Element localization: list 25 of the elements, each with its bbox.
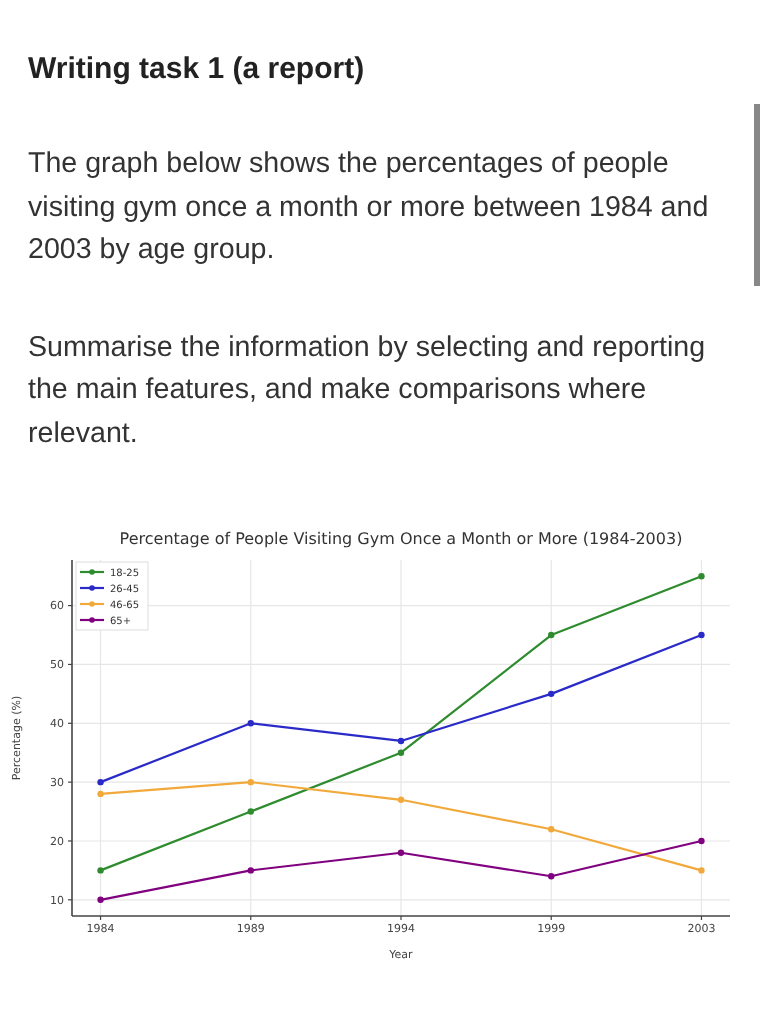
point — [548, 826, 555, 833]
point — [698, 631, 705, 639]
point — [247, 720, 254, 727]
point — [97, 778, 104, 786]
point — [548, 690, 555, 698]
point — [97, 790, 104, 798]
point — [698, 837, 705, 845]
text: The graph below shows the percentages of people visiting gym once a month or more between 1984 and 2003 by age group. — [28, 146, 711, 270]
point — [247, 778, 254, 786]
text: Writing task 1 (a report) — [28, 52, 365, 86]
point — [698, 867, 705, 874]
point — [397, 749, 405, 756]
point — [548, 873, 555, 880]
point — [548, 631, 555, 639]
point — [97, 867, 104, 874]
point — [247, 867, 254, 874]
chart-title: Percentage of People Visiting Gym Once a Month or More (1984-2003) — [119, 530, 683, 548]
point — [247, 808, 254, 815]
line-series — [97, 572, 705, 874]
point — [97, 896, 104, 904]
point — [397, 796, 405, 803]
text: Summarise the information by selecting and reporting the main features, and make comparisons where relevant. — [28, 329, 708, 453]
point — [698, 572, 705, 580]
point — [397, 737, 405, 745]
point — [397, 849, 405, 856]
